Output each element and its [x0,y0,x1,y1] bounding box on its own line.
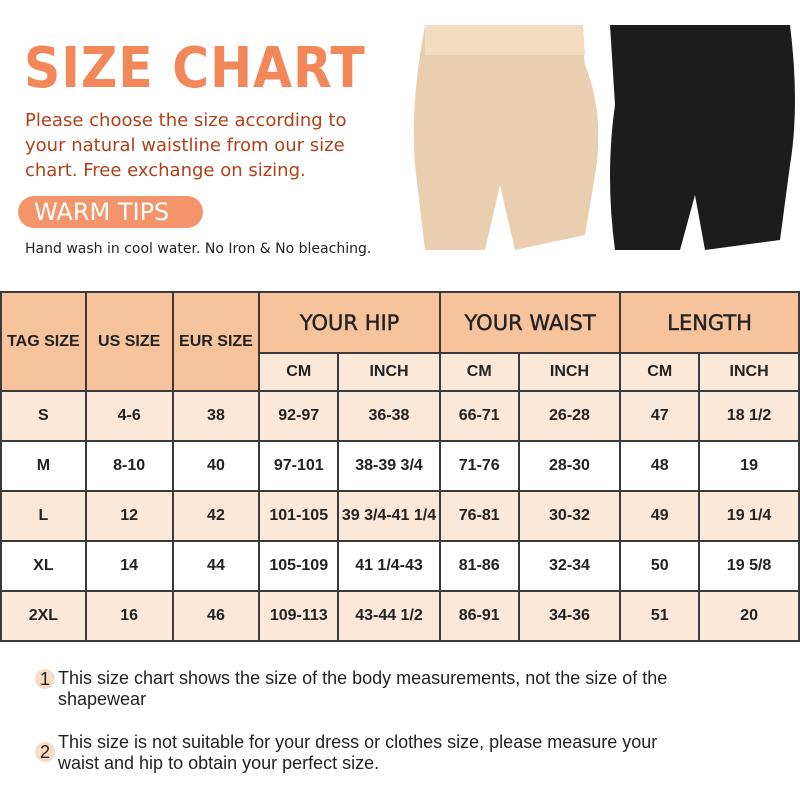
note-text: This size is not suitable for your dress… [58,732,658,773]
header-hip-cm: CM [258,352,340,392]
cell-hip-inch: 38-39 3/4 [337,440,441,492]
cell-waist-inch: 32-34 [517,540,622,592]
cell-waist-inch: 28-30 [517,440,622,492]
product-photo [405,25,800,262]
notes: 1 This size chart shows the size of the … [35,668,685,796]
cell-waist-inch: 34-36 [517,590,622,642]
cell-tag: L [0,490,87,542]
table-row: S 4-6 38 92-97 36-38 66-71 26-28 47 18 1/2 [0,390,800,442]
page-title: SIZE CHART [24,36,366,101]
cell-length-cm: 51 [619,590,701,642]
number-badge-2: 2 [35,742,55,762]
note-text: This size chart shows the size of the bo… [58,668,668,709]
header-eur-size: EUR SIZE [171,291,261,392]
size-chart-table: TAG SIZE US SIZE EUR SIZE YOUR HIP YOUR … [0,291,800,642]
cell-hip-inch: 36-38 [337,390,441,442]
number-badge-1: 1 [35,669,55,689]
header-waist: YOUR WAIST [438,291,622,354]
cell-length-cm: 47 [619,390,701,442]
cell-waist-inch: 26-28 [517,390,622,442]
cell-tag: M [0,440,87,492]
cell-eur: 46 [171,590,261,642]
cell-length-inch: 20 [698,590,800,642]
cell-waist-inch: 30-32 [517,490,622,542]
cell-tag: S [0,390,87,442]
cell-eur: 38 [171,390,261,442]
cell-us: 8-10 [84,440,174,492]
cell-waist-cm: 81-86 [438,540,520,592]
cell-eur: 44 [171,540,261,592]
cell-eur: 42 [171,490,261,542]
header-length-inch: INCH [698,352,800,392]
cell-length-inch: 19 1/4 [698,490,800,542]
header-hip: YOUR HIP [258,291,441,354]
cell-tag: XL [0,540,87,592]
cell-hip-cm: 105-109 [258,540,340,592]
cell-eur: 40 [171,440,261,492]
intro-text: Please choose the size according to your… [25,110,347,181]
header-waist-cm: CM [438,352,520,392]
cell-length-cm: 48 [619,440,701,492]
cell-hip-inch: 39 3/4-41 1/4 [337,490,441,542]
cell-us: 12 [84,490,174,542]
cell-hip-cm: 92-97 [258,390,340,442]
header-waist-inch: INCH [517,352,622,392]
table-row: 2XL 16 46 109-113 43-44 1/2 86-91 34-36 51 20 [0,590,800,642]
cell-length-cm: 50 [619,540,701,592]
cell-hip-cm: 97-101 [258,440,340,492]
cell-length-inch: 18 1/2 [698,390,800,442]
cell-hip-cm: 101-105 [258,490,340,542]
header-hip-inch: INCH [337,352,441,392]
cell-us: 4-6 [84,390,174,442]
cell-length-inch: 19 5/8 [698,540,800,592]
cell-hip-inch: 41 1/4-43 [337,540,441,592]
note-2: 2 This size is not suitable for your dre… [35,732,685,774]
cell-hip-inch: 43-44 1/2 [337,590,441,642]
cell-length-inch: 19 [698,440,800,492]
cell-length-cm: 49 [619,490,701,542]
care-instructions: Hand wash in cool water. No Iron & No bl… [25,241,372,257]
cell-waist-cm: 66-71 [438,390,520,442]
header-tag-size: TAG SIZE [0,291,87,392]
cell-us: 14 [84,540,174,592]
cell-tag: 2XL [0,590,87,642]
warm-tips-badge: WARM TIPS [18,196,203,228]
cell-waist-cm: 76-81 [438,490,520,542]
note-1: 1 This size chart shows the size of the … [35,668,685,710]
cell-waist-cm: 71-76 [438,440,520,492]
cell-hip-cm: 109-113 [258,590,340,642]
header-length: LENGTH [619,291,800,354]
header-us-size: US SIZE [84,291,174,392]
cell-waist-cm: 86-91 [438,590,520,642]
cell-us: 16 [84,590,174,642]
table-row: XL 14 44 105-109 41 1/4-43 81-86 32-34 50 19 5/8 [0,540,800,592]
header-length-cm: CM [619,352,701,392]
table-row: L 12 42 101-105 39 3/4-41 1/4 76-81 30-32 49 19 … [0,490,800,542]
table-row: M 8-10 40 97-101 38-39 3/4 71-76 28-30 48 19 [0,440,800,492]
